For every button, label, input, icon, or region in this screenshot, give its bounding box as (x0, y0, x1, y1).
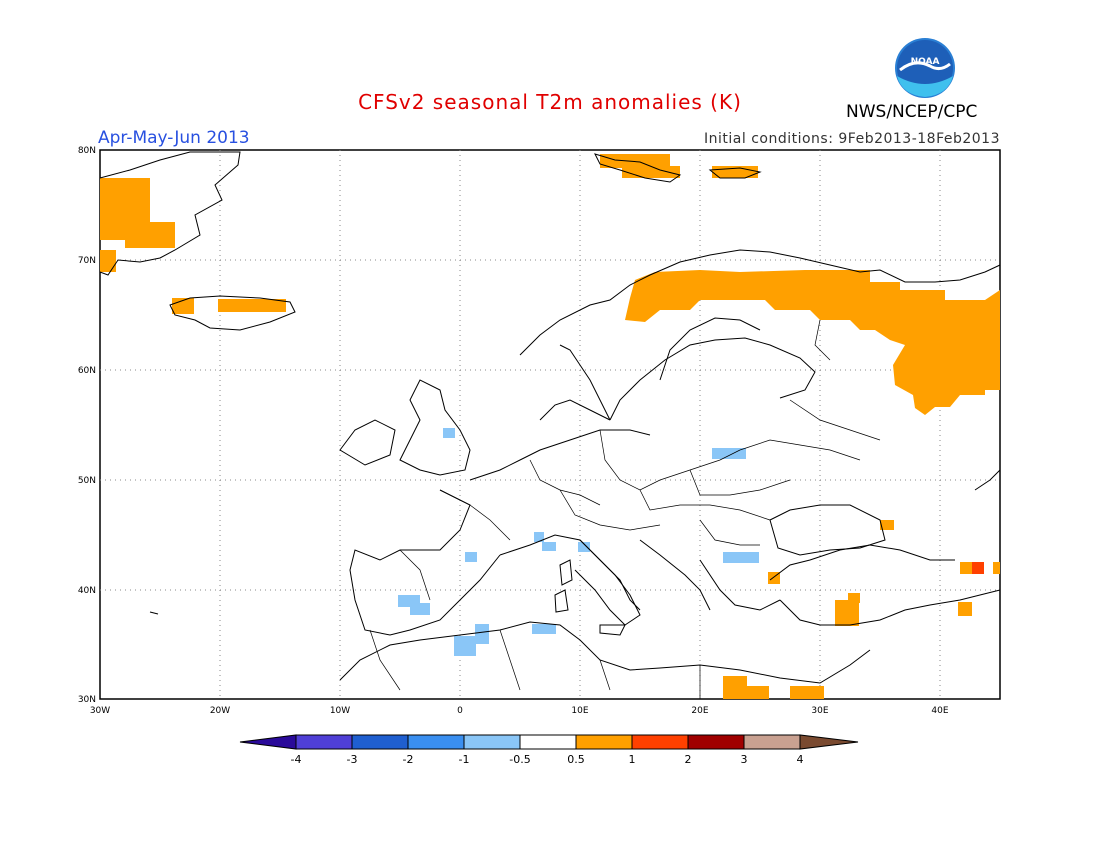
lon-tick: 10E (571, 706, 588, 716)
map-frame (99, 149, 1001, 700)
warm2-anomalies (972, 562, 984, 574)
colorbar-label: 3 (741, 753, 748, 766)
season-label: Apr-May-Jun 2013 (98, 128, 250, 148)
lat-tick: 40N (78, 586, 96, 596)
lat-tick: 80N (78, 146, 96, 156)
initial-conditions-label: Initial conditions: 9Feb2013-18Feb2013 (704, 131, 1000, 147)
colorbar-segment (407, 734, 465, 750)
colorbar-label: -4 (291, 753, 302, 766)
cool-anomalies (398, 428, 759, 656)
colorbar-segment (519, 734, 577, 750)
agency-label: NWS/NCEP/CPC (846, 102, 978, 122)
colorbar-label: -0.5 (509, 753, 530, 766)
lon-tick: 30E (811, 706, 828, 716)
country-borders (369, 319, 881, 699)
lon-tick-labels: 30W 20W 10W 0 10E 20E 30E 40E (90, 706, 949, 716)
colorbar-segment (743, 734, 801, 750)
lat-tick: 30N (78, 695, 96, 705)
lon-tick: 10W (330, 706, 350, 716)
gridlines (100, 150, 1000, 699)
lat-tick: 50N (78, 476, 96, 486)
coastlines (99, 151, 1001, 684)
colorbar-segment (575, 734, 633, 750)
lon-tick: 30W (90, 706, 110, 716)
colorbar-segment (631, 734, 689, 750)
colorbar-segment (463, 734, 521, 750)
colorbar-label: 0.5 (567, 753, 585, 766)
lat-tick: 70N (78, 256, 96, 266)
lat-tick-labels: 80N 70N 60N 50N 40N 30N (78, 146, 96, 705)
lon-tick: 20W (210, 706, 230, 716)
colorbar-segment (687, 734, 745, 750)
colorbar-labels: -4 -3 -2 -1 -0.5 0.5 1 2 3 4 (291, 753, 804, 766)
colorbar-label: 1 (629, 753, 636, 766)
colorbar-label: -3 (347, 753, 358, 766)
colorbar-segment (351, 734, 409, 750)
lat-tick: 60N (78, 366, 96, 376)
lon-tick: 0 (457, 706, 463, 716)
warm-anomalies (100, 154, 1000, 699)
colorbar (239, 734, 859, 750)
colorbar-label: 2 (685, 753, 692, 766)
colorbar-low-arrow (239, 734, 297, 750)
colorbar-label: -1 (459, 753, 470, 766)
colorbar-label: 4 (797, 753, 804, 766)
noaa-logo: NOAA (895, 38, 955, 98)
colorbar-segment (295, 734, 353, 750)
noaa-logo-text: NOAA (911, 57, 940, 67)
colorbar-label: -2 (403, 753, 414, 766)
colorbar-high-arrow (799, 734, 859, 750)
lon-tick: 20E (691, 706, 708, 716)
map-title: CFSv2 seasonal T2m anomalies (K) (358, 90, 742, 114)
lon-tick: 40E (931, 706, 948, 716)
